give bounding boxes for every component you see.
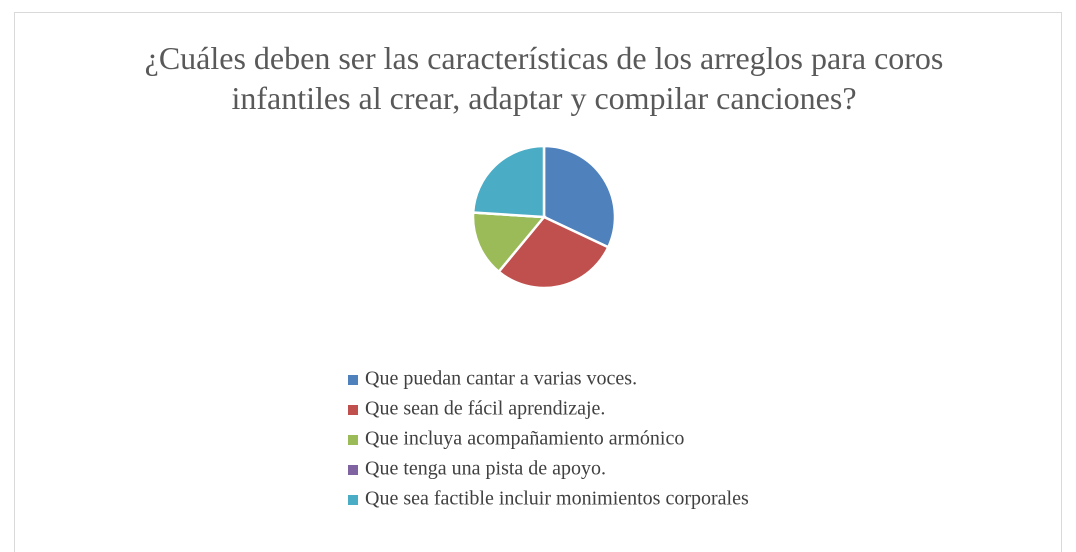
legend-label: Que tenga una pista de apoyo. [365, 458, 606, 480]
chart-title: ¿Cuáles deben ser las características de… [144, 40, 944, 116]
legend-swatch [348, 465, 358, 475]
legend-label: Que puedan cantar a varias voces. [365, 368, 637, 390]
legend-label: Que incluya acompañamiento armónico [365, 428, 684, 450]
pie-slice [496, 215, 610, 290]
legend-swatch [348, 375, 358, 385]
pie-slice [471, 211, 547, 274]
legend-swatch [348, 405, 358, 415]
chart-frame [14, 12, 1062, 552]
pie-slice [542, 144, 617, 249]
legend-label: Que sean de fácil aprendizaje. [365, 398, 605, 420]
legend-swatch [348, 435, 358, 445]
pie-slice [471, 144, 546, 219]
legend-swatch [348, 495, 358, 505]
legend-label: Que sea factible incluir monimientos cor… [365, 488, 749, 510]
